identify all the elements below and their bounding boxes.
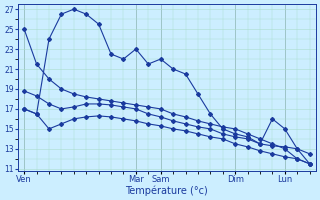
- X-axis label: Température (°c): Température (°c): [125, 185, 208, 196]
